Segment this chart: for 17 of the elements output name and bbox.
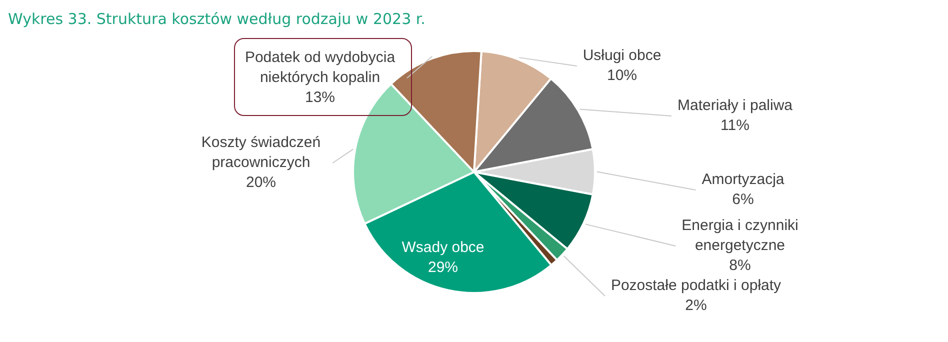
data-label: 2%: [685, 297, 707, 314]
slice-label: Energia i czynniki energetyczne: [682, 217, 798, 254]
data-label: 10%: [606, 67, 638, 84]
data-label: 13%: [304, 89, 336, 106]
slice-label: Materiały i paliwa: [677, 97, 794, 114]
slice-label: Podatek od wydobycia niektórych kopalin: [244, 49, 396, 86]
chart-title: Wykres 33. Struktura kosztów według rodzaju w 2023 r.: [8, 10, 426, 28]
slice-label: Wsady obce: [402, 239, 484, 256]
data-label: 6%: [732, 191, 754, 208]
slice-label: Amortyzacja: [702, 171, 785, 188]
slice-label: Koszty świadczeń pracowniczych: [201, 134, 321, 172]
data-label: 29%: [428, 259, 458, 276]
slice-label: Pozostałe podatki i opłaty: [610, 277, 782, 294]
data-label: 20%: [246, 174, 276, 192]
slice-label: Usługi obce: [582, 47, 662, 64]
data-label: 11%: [720, 117, 750, 134]
data-label: 8%: [729, 257, 751, 274]
